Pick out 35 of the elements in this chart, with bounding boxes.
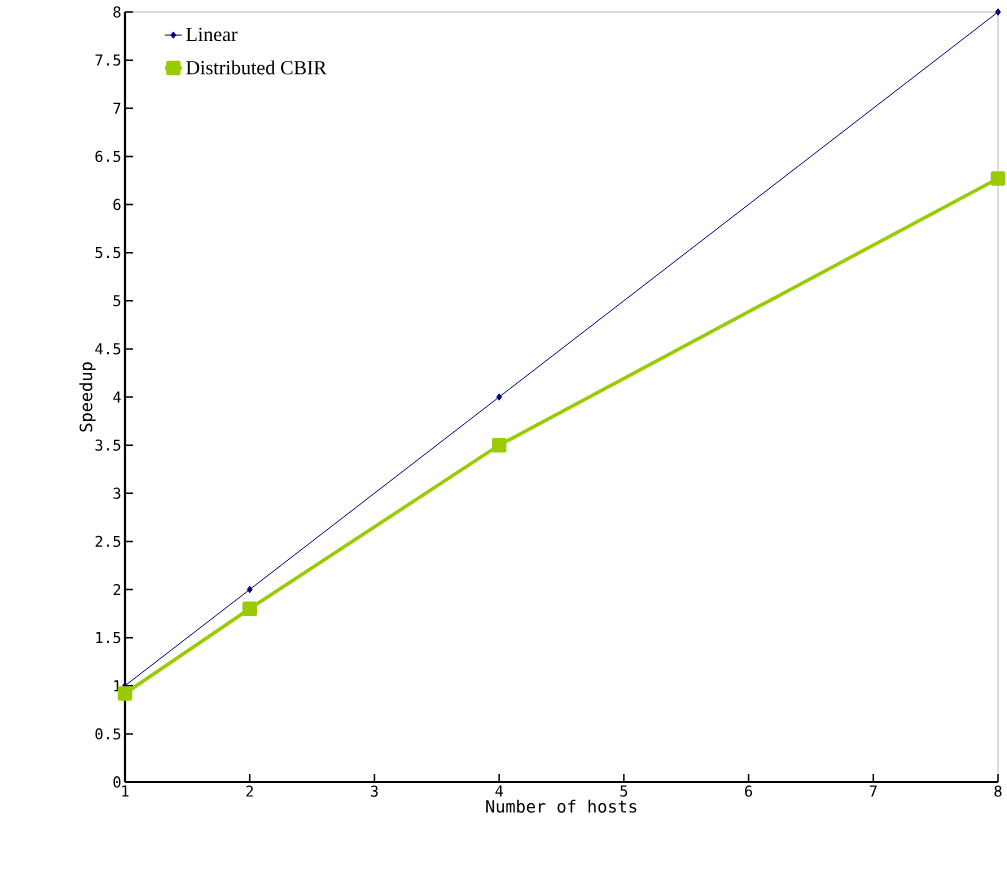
x-axis-title: Number of hosts bbox=[486, 799, 637, 813]
x-tick-label: 7 bbox=[869, 785, 877, 797]
x-tick-label: 2 bbox=[246, 785, 253, 797]
y-tick-label: 5 bbox=[113, 295, 121, 307]
point bbox=[246, 585, 253, 594]
y-tick-label: 0 bbox=[113, 776, 121, 788]
y-tick-label: 6 bbox=[113, 198, 121, 211]
y-tick-label: 4 bbox=[113, 391, 121, 403]
legend-label: Distributed CBIR bbox=[186, 60, 327, 75]
x-tick-label: 8 bbox=[994, 785, 1002, 797]
y-tick-label: 1.5 bbox=[96, 632, 121, 644]
point bbox=[496, 393, 503, 401]
x-tick-label: 1 bbox=[122, 785, 129, 797]
y-tick-label: 6.5 bbox=[95, 150, 121, 163]
y-tick-label: 5.5 bbox=[95, 247, 121, 259]
y-tick-label: 3.5 bbox=[95, 439, 121, 451]
y-tick-label: 2.5 bbox=[95, 535, 121, 548]
x-tick-label: 5 bbox=[620, 785, 628, 797]
y-tick-label: 0.5 bbox=[95, 728, 121, 740]
legend-label: Linear bbox=[186, 27, 238, 42]
y-axis-title: Speedup bbox=[79, 362, 96, 432]
point bbox=[117, 686, 133, 701]
point bbox=[242, 601, 257, 616]
x-tick-label: 6 bbox=[745, 785, 753, 797]
point bbox=[491, 437, 507, 453]
point bbox=[990, 171, 1006, 186]
x-tick-label: 3 bbox=[370, 785, 378, 797]
y-tick-label: 7.5 bbox=[95, 54, 121, 66]
y-tick-label: 7 bbox=[113, 102, 121, 114]
y-tick-label: 8 bbox=[113, 6, 121, 18]
y-tick-label: 2 bbox=[113, 583, 121, 596]
y-tick-label: 3 bbox=[113, 487, 121, 499]
x-tick-label: 4 bbox=[495, 785, 503, 797]
y-tick-label: 4.5 bbox=[95, 343, 121, 355]
point bbox=[995, 8, 1001, 16]
